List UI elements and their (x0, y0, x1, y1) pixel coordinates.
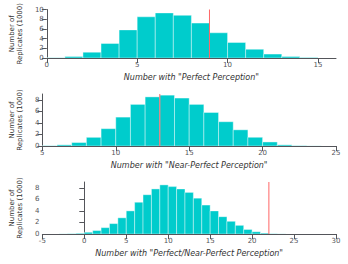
svg-text:4: 4 (35, 207, 40, 215)
svg-text:5: 5 (135, 61, 139, 69)
svg-text:Number of: Number of (8, 101, 16, 139)
svg-text:10: 10 (35, 6, 44, 14)
svg-text:10: 10 (223, 61, 232, 69)
svg-text:4: 4 (35, 119, 40, 127)
svg-text:0: 0 (34, 230, 40, 238)
svg-text:25: 25 (290, 237, 299, 245)
svg-text:2: 2 (39, 44, 43, 52)
svg-text:10: 10 (164, 237, 173, 245)
svg-text:6: 6 (35, 107, 40, 115)
svg-text:10: 10 (111, 149, 120, 157)
svg-text:Number with "Near-Perfect Perc: Number with "Near-Perfect Perception" (111, 161, 268, 170)
svg-text:2: 2 (35, 130, 39, 138)
svg-text:Number with "Perfect Perceptio: Number with "Perfect Perception" (124, 73, 259, 82)
svg-text:Replicates (1000): Replicates (1000) (16, 177, 24, 239)
svg-text:5: 5 (40, 149, 44, 157)
svg-text:0: 0 (82, 237, 86, 245)
svg-text:8: 8 (35, 184, 39, 192)
svg-text:15: 15 (313, 61, 322, 69)
svg-text:15: 15 (206, 237, 215, 245)
svg-text:-5: -5 (39, 237, 46, 245)
svg-text:0: 0 (45, 61, 49, 69)
svg-text:Number with "Perfect/Near-Perf: Number with "Perfect/Near-Perfect Percep… (95, 249, 283, 258)
svg-text:15: 15 (185, 149, 194, 157)
svg-text:25: 25 (332, 149, 341, 157)
svg-text:20: 20 (248, 237, 257, 245)
svg-text:Number of: Number of (8, 15, 16, 53)
svg-text:2: 2 (35, 218, 39, 226)
svg-text:6: 6 (39, 25, 44, 33)
svg-text:5: 5 (124, 237, 128, 245)
svg-text:20: 20 (258, 149, 267, 157)
svg-text:4: 4 (39, 35, 44, 43)
svg-text:8: 8 (35, 96, 39, 104)
svg-text:Replicates (1000): Replicates (1000) (16, 3, 24, 65)
svg-text:0: 0 (35, 142, 39, 150)
svg-text:0: 0 (39, 54, 43, 62)
svg-text:8: 8 (39, 15, 43, 23)
svg-text:30: 30 (332, 237, 341, 245)
svg-text:Number of: Number of (8, 189, 16, 227)
svg-text:Replicates (1000): Replicates (1000) (16, 89, 24, 151)
svg-text:6: 6 (35, 195, 40, 203)
